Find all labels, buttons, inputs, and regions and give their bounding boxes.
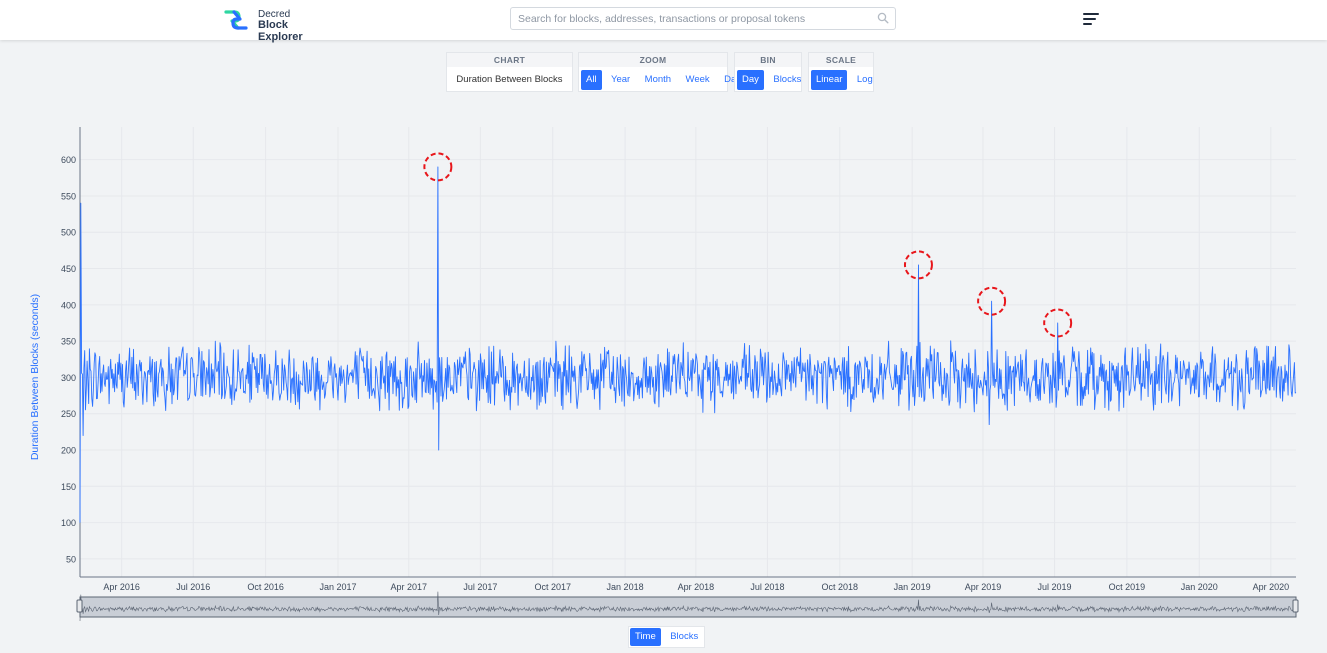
x-tick-label: Apr 2020	[1253, 582, 1290, 592]
range-mini-line	[79, 591, 1297, 622]
decred-logo-icon	[224, 10, 248, 30]
range-handle-right[interactable]	[1292, 599, 1299, 613]
chart-grid	[79, 127, 1296, 578]
scale-caption: SCALE	[809, 53, 873, 67]
chart-select[interactable]: Duration Between Blocks	[456, 74, 563, 85]
highlight-annotations	[423, 152, 1073, 338]
y-tick-label: 600	[61, 155, 76, 165]
highlight-circle	[977, 286, 1007, 316]
search-box	[510, 7, 896, 30]
highlight-circle	[423, 152, 453, 182]
x-axis-toggle: Time Blocks	[628, 626, 706, 648]
logo-line-1: Decred	[258, 9, 291, 20]
highlight-circle	[1043, 308, 1073, 338]
zoom-week-button[interactable]: Week	[685, 74, 710, 85]
y-tick-label: 250	[61, 409, 76, 419]
top-navbar: Decred Block Explorer	[0, 0, 1327, 43]
range-selector[interactable]	[76, 591, 1299, 622]
x-tick-label: Oct 2018	[822, 582, 859, 592]
duration-line	[79, 166, 1297, 523]
zoom-year-button[interactable]: Year	[611, 74, 631, 85]
y-tick-label: 500	[61, 228, 76, 238]
range-handle-left[interactable]	[76, 599, 83, 613]
y-tick-label: 150	[61, 482, 76, 492]
decred-logo[interactable]: Decred Block Explorer	[224, 8, 334, 43]
y-tick-label: 550	[61, 191, 76, 201]
y-tick-label: 400	[61, 300, 76, 310]
x-tick-label: Jul 2019	[1038, 582, 1072, 592]
x-tick-label: Apr 2016	[103, 582, 140, 592]
y-tick-label: 50	[66, 554, 76, 564]
chart-selector: CHART Duration Between Blocks	[446, 52, 573, 92]
y-tick-label: 350	[61, 337, 76, 347]
x-tick-label: Jul 2018	[750, 582, 784, 592]
x-tick-label: Apr 2018	[678, 582, 715, 592]
scale-group: SCALE Linear Log	[808, 52, 874, 92]
scale-linear-button[interactable]: Linear	[811, 70, 848, 90]
axis-blocks-button[interactable]: Blocks	[670, 631, 699, 642]
zoom-month-button[interactable]: Month	[644, 74, 672, 85]
bin-caption: BIN	[735, 53, 801, 67]
x-tick-label: Jan 2020	[1181, 582, 1218, 592]
bin-blocks-button[interactable]: Blocks	[773, 74, 802, 85]
zoom-caption: ZOOM	[579, 53, 727, 67]
chart-caption: CHART	[447, 53, 572, 67]
bin-day-button[interactable]: Day	[737, 70, 764, 90]
logo-line-2: Block Explorer	[258, 19, 303, 43]
scale-log-button[interactable]: Log	[856, 74, 873, 85]
x-tick-label: Oct 2016	[247, 582, 284, 592]
x-tick-label: Jul 2016	[176, 582, 210, 592]
y-tick-label: 100	[61, 518, 76, 528]
zoom-group: ZOOM All Year Month Week Day	[578, 52, 741, 92]
search-input[interactable]	[511, 8, 868, 29]
x-tick-label: Jan 2018	[607, 582, 644, 592]
zoom-day-button[interactable]: Day	[724, 74, 742, 85]
y-axis-ticks: 50 100 150 200 250 300 350 400 450 500 550 600	[61, 155, 76, 564]
hamburger-menu-icon[interactable]	[1083, 13, 1099, 27]
duration-chart[interactable]: 50 100 150 200 250 300 350 400 450 500 550 600 Apr …	[0, 120, 1327, 625]
y-tick-label: 450	[61, 264, 76, 274]
zoom-all-button[interactable]: All	[581, 70, 602, 90]
y-axis-label: Duration Between Blocks (seconds)	[29, 294, 41, 460]
x-tick-label: Jul 2017	[463, 582, 497, 592]
duration-series	[79, 166, 1297, 523]
axis-time-button[interactable]: Time	[630, 628, 661, 646]
y-tick-label: 200	[61, 445, 76, 455]
x-tick-label: Jan 2017	[319, 582, 356, 592]
x-tick-label: Apr 2019	[965, 582, 1002, 592]
bin-group: BIN Day Blocks	[734, 52, 802, 92]
y-tick-label: 300	[61, 373, 76, 383]
x-tick-label: Apr 2017	[391, 582, 428, 592]
x-tick-label: Jan 2019	[894, 582, 931, 592]
search-icon[interactable]	[877, 12, 889, 24]
x-tick-label: Oct 2017	[534, 582, 571, 592]
x-axis-ticks: Apr 2016 Jul 2016 Oct 2016 Jan 2017 Apr 2017…	[103, 582, 1289, 592]
x-tick-label: Oct 2019	[1109, 582, 1146, 592]
highlight-circle	[903, 250, 933, 280]
